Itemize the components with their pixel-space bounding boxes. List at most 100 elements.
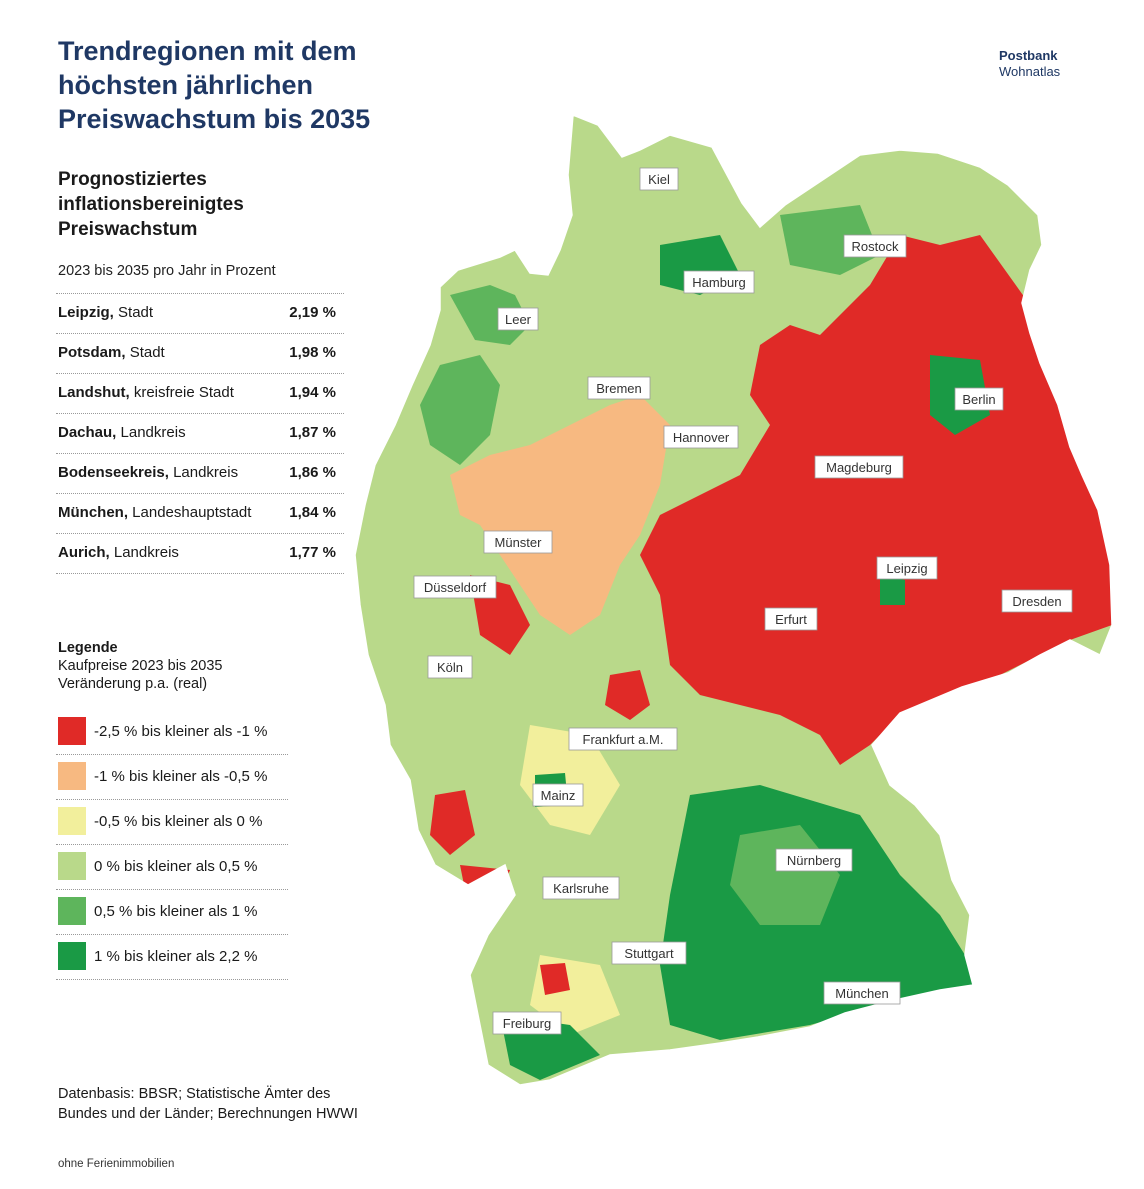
region-layer bbox=[355, 115, 1112, 1085]
city-label-magdeburg: Magdeburg bbox=[814, 455, 904, 479]
city-name: Hannover bbox=[673, 430, 730, 445]
city-name: Magdeburg bbox=[826, 460, 892, 475]
legend-label: 0,5 % bis kleiner als 1 % bbox=[94, 903, 258, 920]
legend-label: 0 % bis kleiner als 0,5 % bbox=[94, 858, 258, 875]
city-label-dresden: Dresden bbox=[1001, 589, 1073, 613]
region-west-orange bbox=[450, 395, 670, 635]
ranking-type: Stadt bbox=[118, 304, 154, 321]
legend-item: 1 % bis kleiner als 2,2 % bbox=[56, 935, 288, 980]
legend-swatch bbox=[58, 942, 86, 970]
ranking-region: Leipzig, bbox=[58, 304, 114, 321]
ranking-region: Potsdam, bbox=[58, 344, 126, 361]
ranking-value: 1,77 % bbox=[289, 544, 336, 561]
ranking-row: Aurich, Landkreis 1,77 % bbox=[56, 534, 344, 574]
city-name: Berlin bbox=[962, 392, 995, 407]
footnote: ohne Ferienimmobilien bbox=[58, 1158, 175, 1170]
germany-outline bbox=[354, 113, 1113, 1086]
region-mv-green bbox=[780, 205, 880, 275]
legend-item: -0,5 % bis kleiner als 0 % bbox=[56, 800, 288, 845]
city-label-berlin: Berlin bbox=[954, 387, 1004, 411]
city-name: Kiel bbox=[648, 172, 670, 187]
ranking-value: 1,84 % bbox=[289, 504, 336, 521]
legend-header: Legende Kaufpreise 2023 bis 2035 Verände… bbox=[58, 639, 222, 693]
legend: -2,5 % bis kleiner als -1 % -1 % bis kle… bbox=[56, 710, 288, 980]
city-label-kiel: Kiel bbox=[639, 167, 679, 191]
city-label-bremen: Bremen bbox=[587, 376, 651, 400]
ranking-row: Potsdam, Stadt 1,98 % bbox=[56, 334, 344, 374]
germany-map: Kiel Rostock Hamburg Leer Bremen Berlin … bbox=[354, 113, 1113, 1086]
city-name: Stuttgart bbox=[624, 946, 674, 961]
city-name: München bbox=[835, 986, 888, 1001]
city-name: Leipzig bbox=[886, 561, 927, 576]
city-name: Karlsruhe bbox=[553, 881, 609, 896]
city-name: Rostock bbox=[852, 239, 899, 254]
legend-line1: Kaufpreise 2023 bis 2035 bbox=[58, 658, 223, 674]
city-label-frankfurt: Frankfurt a.M. bbox=[568, 727, 678, 751]
city-label-hannover: Hannover bbox=[663, 425, 739, 449]
ranking-region: Aurich, bbox=[58, 544, 110, 561]
legend-item: -2,5 % bis kleiner als -1 % bbox=[56, 710, 288, 755]
region-leipzig-green bbox=[880, 575, 905, 605]
ranking-row: Leipzig, Stadt 2,19 % bbox=[56, 294, 344, 334]
city-name: Mainz bbox=[541, 788, 576, 803]
city-name: Bremen bbox=[596, 381, 642, 396]
ranking-value: 1,87 % bbox=[289, 424, 336, 441]
ranking-region: München, bbox=[58, 504, 128, 521]
ranking-value: 2,19 % bbox=[289, 304, 336, 321]
brand-sub: Wohnatlas bbox=[999, 64, 1061, 79]
legend-item: 0 % bis kleiner als 0,5 % bbox=[56, 845, 288, 890]
city-label-rostock: Rostock bbox=[843, 234, 907, 258]
region-east-red bbox=[640, 235, 1112, 765]
ranking-row: Dachau, Landkreis 1,87 % bbox=[56, 414, 344, 454]
city-name: Dresden bbox=[1012, 594, 1061, 609]
city-label-freiburg: Freiburg bbox=[492, 1011, 562, 1035]
ranking-type: Stadt bbox=[129, 344, 165, 361]
city-label-mainz: Mainz bbox=[532, 783, 584, 807]
ranking-type: Landkreis bbox=[120, 424, 186, 441]
map-title: Trendregionen mit dem höchsten jährliche… bbox=[58, 36, 371, 134]
legend-label: -2,5 % bis kleiner als -1 % bbox=[94, 723, 268, 740]
ranking-value: 1,98 % bbox=[289, 344, 336, 361]
region-hessen-red bbox=[605, 670, 650, 720]
city-label-duesseldorf: Düsseldorf bbox=[413, 575, 497, 599]
ranking-type: kreisfreie Stadt bbox=[133, 384, 234, 401]
legend-swatch bbox=[58, 897, 86, 925]
city-name: Freiburg bbox=[503, 1016, 551, 1031]
ranking-type: Landkreis bbox=[173, 464, 239, 481]
ranking-region: Dachau, bbox=[58, 424, 117, 441]
city-label-muenster: Münster bbox=[483, 530, 553, 554]
city-name: Münster bbox=[495, 535, 543, 550]
city-label-leipzig: Leipzig bbox=[876, 556, 938, 580]
city-label-nuernberg: Nürnberg bbox=[775, 848, 853, 872]
city-label-hamburg: Hamburg bbox=[683, 270, 755, 294]
city-label-leer: Leer bbox=[497, 307, 539, 331]
legend-item: 0,5 % bis kleiner als 1 % bbox=[56, 890, 288, 935]
city-name: Düsseldorf bbox=[424, 580, 487, 595]
ranking-row: München, Landeshauptstadt 1,84 % bbox=[56, 494, 344, 534]
legend-item: -1 % bis kleiner als -0,5 % bbox=[56, 755, 288, 800]
ranking-value: 1,86 % bbox=[289, 464, 336, 481]
legend-title: Legende bbox=[58, 640, 118, 656]
city-name: Nürnberg bbox=[787, 853, 841, 868]
city-labels: Kiel Rostock Hamburg Leer Bremen Berlin … bbox=[413, 167, 1073, 1035]
ranking-type: Landeshauptstadt bbox=[132, 504, 252, 521]
legend-swatch bbox=[58, 852, 86, 880]
city-name: Leer bbox=[505, 312, 532, 327]
ranking-table: Leipzig, Stadt 2,19 % Potsdam, Stadt 1,98 … bbox=[56, 293, 344, 574]
city-label-erfurt: Erfurt bbox=[764, 607, 818, 631]
city-name: Frankfurt a.M. bbox=[583, 732, 664, 747]
region-saar-red bbox=[430, 790, 475, 855]
city-label-muenchen: München bbox=[823, 981, 901, 1005]
legend-label: 1 % bis kleiner als 2,2 % bbox=[94, 948, 258, 965]
city-label-koeln: Köln bbox=[427, 655, 473, 679]
region-rlp-yellow bbox=[520, 725, 620, 835]
ranking-period: 2023 bis 2035 pro Jahr in Prozent bbox=[58, 263, 276, 279]
data-source: Datenbasis: BBSR; Statistische Ämter des… bbox=[58, 1086, 358, 1122]
region-pfalz-red bbox=[460, 865, 510, 895]
ranking-region: Landshut, bbox=[58, 384, 130, 401]
ranking-region: Bodenseekreis, bbox=[58, 464, 169, 481]
ranking-row: Bodenseekreis, Landkreis 1,86 % bbox=[56, 454, 344, 494]
region-freiburg-red bbox=[540, 963, 570, 995]
ranking-title: Prognostiziertes inflationsbereinigtes P… bbox=[58, 169, 244, 240]
legend-swatch bbox=[58, 762, 86, 790]
